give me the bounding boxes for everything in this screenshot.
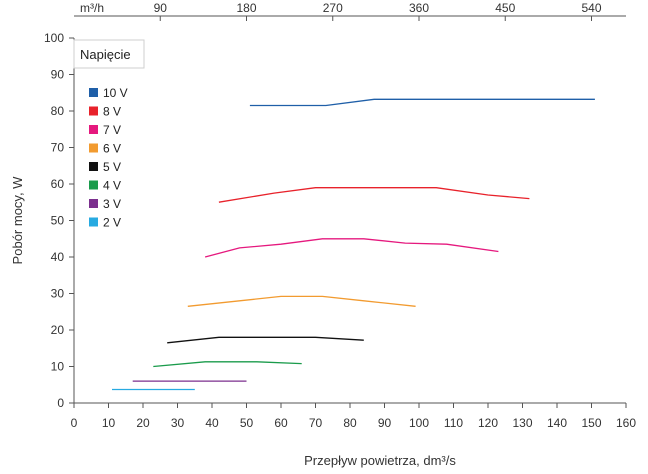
legend-label: 7 V (103, 123, 121, 137)
series-line-7v (204, 238, 499, 258)
legend-label: 6 V (103, 142, 121, 156)
legend-swatch (89, 125, 98, 134)
x-tick-label: 100 (409, 416, 429, 430)
y-tick-label: 70 (51, 141, 65, 155)
y-tick-label: 90 (51, 68, 65, 82)
y-tick-label: 80 (51, 104, 65, 118)
axes: 0 10 20 30 40 50 60 70 80 90 100 110 120 130 140 150 160… (44, 1, 636, 430)
legend-label: 3 V (103, 197, 121, 211)
x-tick-label: 90 (378, 416, 392, 430)
x-tick-label: 0 (71, 416, 78, 430)
series-line-5v (167, 336, 364, 344)
x-tick-label: 150 (581, 416, 601, 430)
legend-swatch (89, 162, 98, 171)
legend-label: 8 V (103, 105, 121, 119)
legend: 10 V 8 V 7 V 6 V 5 V 4 V 3 V 2 V (73, 39, 145, 230)
y-tick-label: 100 (44, 31, 64, 45)
top-axis-unit-label: m³/h (80, 1, 104, 15)
x-tick-label: 50 (240, 416, 254, 430)
x-tick-label: 140 (547, 416, 567, 430)
x-tick-label: 110 (444, 416, 463, 430)
top-tick-label: 90 (154, 1, 168, 15)
series-line-6v (187, 295, 416, 307)
series-line-8v (218, 187, 530, 203)
legend-label: 4 V (103, 179, 121, 193)
legend-title-box (73, 39, 145, 69)
legend-swatch (89, 217, 98, 227)
y-tick-label: 0 (57, 396, 64, 410)
x-axis-label: Przepływ powietrza, dm³/s (304, 453, 456, 468)
legend-label: 2 V (103, 216, 121, 230)
top-tick-label: 450 (495, 1, 515, 15)
y-tick-label: 10 (51, 360, 65, 374)
series-line-10v (249, 98, 595, 107)
x-tick-label: 120 (478, 416, 498, 430)
x-tick-label: 40 (205, 416, 219, 430)
legend-label: 10 V (103, 86, 128, 100)
y-tick-label: 40 (51, 250, 65, 264)
x-tick-label: 60 (274, 416, 288, 430)
x-tick-label: 30 (171, 416, 185, 430)
x-tick-label: 160 (616, 416, 636, 430)
top-tick-label: 360 (409, 1, 429, 15)
x-tick-label: 20 (136, 416, 150, 430)
legend-label: 5 V (103, 160, 121, 174)
legend-swatch (89, 88, 98, 97)
x-tick-label: 80 (343, 416, 357, 430)
y-tick-label: 50 (51, 214, 65, 228)
top-tick-label: 180 (236, 1, 256, 15)
legend-swatch (89, 199, 98, 208)
top-tick-label: 540 (581, 1, 601, 15)
legend-title: Napięcie (80, 47, 131, 62)
legend-swatch (89, 180, 98, 190)
x-tick-label: 130 (512, 416, 532, 430)
y-tick-label: 30 (51, 287, 65, 301)
y-tick-label: 20 (51, 323, 65, 337)
x-tick-label: 10 (102, 416, 116, 430)
series-layer (112, 98, 595, 391)
top-tick-label: 270 (323, 1, 343, 15)
y-tick-label: 60 (51, 177, 65, 191)
legend-swatch (89, 143, 98, 153)
legend-swatch (89, 106, 98, 116)
series-line-4v (153, 361, 302, 368)
y-axis-label: Pobór mocy, W (10, 176, 25, 265)
x-tick-label: 70 (309, 416, 323, 430)
